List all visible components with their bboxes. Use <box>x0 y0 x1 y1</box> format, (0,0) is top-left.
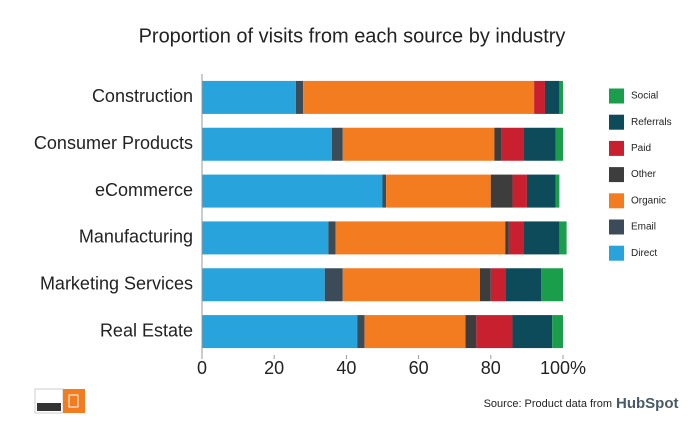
bar-segment <box>512 315 553 349</box>
bar-segment <box>202 268 325 302</box>
legend-label: Referrals <box>631 117 672 128</box>
y-tick-label: Marketing Services <box>40 274 193 294</box>
x-tick-label: 60 <box>409 358 429 378</box>
legend-swatch <box>609 167 624 183</box>
research-logo <box>34 388 85 414</box>
source-note: Source: Product data from <box>484 398 612 410</box>
bar-segment <box>494 127 502 161</box>
logo-band <box>37 403 61 411</box>
bar-segment <box>523 127 556 161</box>
bar-segment <box>490 268 506 302</box>
bar-segment <box>555 174 560 208</box>
logo-square <box>63 389 85 413</box>
bar-segment <box>508 221 524 255</box>
legend-label: Email <box>631 222 656 233</box>
logo-icon <box>68 394 79 408</box>
bar-segment <box>202 221 329 255</box>
bar-segment <box>490 174 513 208</box>
x-tick-label: 80 <box>481 358 501 378</box>
legend-label: Direct <box>631 248 657 259</box>
bar-segment <box>534 80 545 114</box>
legend-swatch <box>609 140 624 156</box>
bar-segment <box>364 315 466 349</box>
bar-segment <box>523 221 560 255</box>
bar-segment <box>202 80 296 114</box>
chart-title: Proportion of visits from each source by… <box>139 25 566 47</box>
bar-segment <box>335 221 506 255</box>
bar-segment <box>544 80 560 114</box>
bar-segment <box>295 80 304 114</box>
bar-segment <box>386 174 491 208</box>
x-tick-label: 0 <box>197 358 207 378</box>
bar-segment <box>526 174 556 208</box>
bar-segment <box>357 315 365 349</box>
bar-segment <box>382 174 387 208</box>
x-tick-label: 100% <box>540 358 586 378</box>
bar-segment <box>552 315 563 349</box>
y-tick-label: eCommerce <box>95 180 193 200</box>
bar-segment <box>559 221 567 255</box>
legend-label: Paid <box>631 143 651 154</box>
bar-segment <box>541 268 563 302</box>
y-tick-label: Manufacturing <box>79 227 193 247</box>
y-tick-label: Consumer Products <box>34 133 193 153</box>
bar-segment <box>342 268 480 302</box>
bar-segment <box>559 80 563 114</box>
legend-swatch <box>609 193 624 209</box>
legend-swatch <box>609 88 624 104</box>
bar-segment <box>501 127 524 161</box>
bar-segment <box>555 127 563 161</box>
x-tick-label: 40 <box>336 358 356 378</box>
legend-swatch <box>609 245 624 261</box>
x-tick-label: 20 <box>264 358 284 378</box>
y-tick-label: Construction <box>92 86 193 106</box>
bar-segment <box>202 174 383 208</box>
bar-segment <box>465 315 477 349</box>
bar-segment <box>512 174 527 208</box>
bar-segment <box>324 268 343 302</box>
bar-segment <box>476 315 513 349</box>
legend-label: Social <box>631 91 658 102</box>
bar-segment <box>479 268 491 302</box>
legend-label: Organic <box>631 195 666 206</box>
legend-label: Other <box>631 169 657 180</box>
bar-segment <box>505 221 509 255</box>
bar-segment <box>328 221 336 255</box>
legend-swatch <box>609 219 624 235</box>
bar-segment <box>202 127 332 161</box>
bar-segment <box>331 127 343 161</box>
bar-segment <box>342 127 495 161</box>
brand-logo: HubSpot <box>616 395 678 412</box>
bar-segment <box>202 315 358 349</box>
legend-swatch <box>609 114 624 130</box>
y-tick-label: Real Estate <box>100 320 193 340</box>
bar-segment <box>505 268 542 302</box>
bar-segment <box>303 80 535 114</box>
